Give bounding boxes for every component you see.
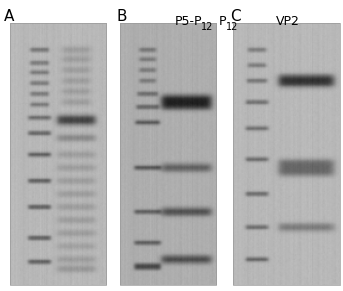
Text: P5-P: P5-P bbox=[175, 15, 202, 28]
Text: VP2: VP2 bbox=[276, 15, 300, 28]
Text: B: B bbox=[117, 9, 127, 24]
Bar bbox=[233, 23, 340, 285]
Bar bbox=[10, 23, 106, 285]
Text: 12: 12 bbox=[201, 22, 213, 32]
Text: P: P bbox=[219, 15, 227, 28]
Bar bbox=[120, 23, 216, 285]
Text: A: A bbox=[3, 9, 14, 24]
Text: C: C bbox=[230, 9, 240, 24]
Text: 12: 12 bbox=[226, 22, 238, 32]
